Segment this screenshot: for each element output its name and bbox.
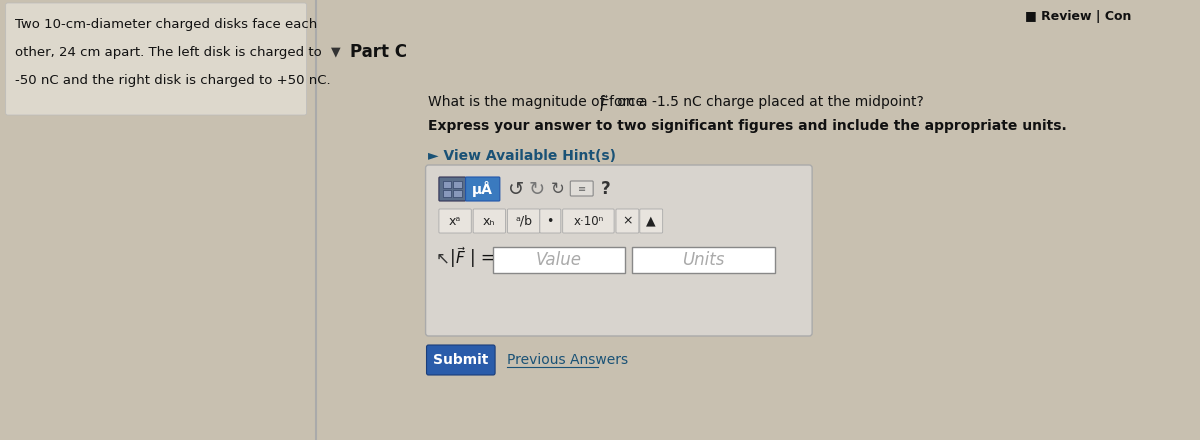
Text: xᵃ: xᵃ (449, 215, 461, 227)
Text: ≡: ≡ (577, 184, 586, 194)
FancyBboxPatch shape (439, 209, 472, 233)
Text: ▼: ▼ (331, 45, 341, 58)
Text: $\vec{F}$: $\vec{F}$ (455, 246, 466, 268)
FancyBboxPatch shape (640, 209, 662, 233)
Text: ↻: ↻ (529, 180, 545, 198)
FancyBboxPatch shape (473, 209, 505, 233)
FancyBboxPatch shape (540, 209, 560, 233)
FancyBboxPatch shape (616, 209, 638, 233)
Text: x·10ⁿ: x·10ⁿ (574, 215, 604, 227)
FancyBboxPatch shape (563, 209, 614, 233)
Text: ▲: ▲ (647, 215, 656, 227)
Text: other, 24 cm apart. The left disk is charged to: other, 24 cm apart. The left disk is cha… (16, 46, 322, 59)
FancyBboxPatch shape (466, 177, 500, 201)
Text: ?: ? (601, 180, 611, 198)
FancyBboxPatch shape (426, 345, 496, 375)
Text: on a -1.5 nC charge placed at the midpoint?: on a -1.5 nC charge placed at the midpoi… (613, 95, 924, 109)
Text: ᵃ/b: ᵃ/b (515, 215, 532, 227)
Text: Two 10-cm-diameter charged disks face each: Two 10-cm-diameter charged disks face ea… (16, 18, 318, 31)
FancyBboxPatch shape (426, 165, 812, 336)
Text: -50 nC and the right disk is charged to +50 nC.: -50 nC and the right disk is charged to … (16, 74, 331, 87)
Text: ↖: ↖ (436, 249, 450, 267)
FancyBboxPatch shape (439, 177, 466, 201)
Text: ■ Review | Con: ■ Review | Con (1025, 10, 1132, 23)
Text: Value: Value (536, 251, 582, 269)
FancyBboxPatch shape (570, 181, 593, 196)
Text: ×: × (622, 215, 632, 227)
FancyBboxPatch shape (454, 181, 462, 188)
FancyBboxPatch shape (443, 181, 451, 188)
Text: Units: Units (683, 251, 725, 269)
Text: $\vec{F}$: $\vec{F}$ (599, 94, 610, 115)
Text: μÅ: μÅ (473, 181, 493, 197)
FancyBboxPatch shape (6, 3, 306, 115)
Text: ↻: ↻ (551, 180, 565, 198)
FancyBboxPatch shape (508, 209, 540, 233)
Text: | =: | = (470, 249, 496, 267)
Text: ↺: ↺ (508, 180, 524, 198)
Text: What is the magnitude of force: What is the magnitude of force (428, 95, 649, 109)
Text: |: | (449, 249, 455, 267)
Text: Express your answer to two significant figures and include the appropriate units: Express your answer to two significant f… (428, 119, 1067, 133)
Text: xₕ: xₕ (484, 215, 496, 227)
FancyBboxPatch shape (443, 190, 451, 197)
Text: Previous Answers: Previous Answers (506, 353, 628, 367)
Text: •: • (547, 215, 554, 227)
FancyBboxPatch shape (454, 190, 462, 197)
Text: ► View Available Hint(s): ► View Available Hint(s) (428, 149, 617, 163)
FancyBboxPatch shape (493, 247, 624, 273)
Text: Part C: Part C (350, 43, 407, 61)
FancyBboxPatch shape (632, 247, 775, 273)
Text: Submit: Submit (433, 353, 488, 367)
